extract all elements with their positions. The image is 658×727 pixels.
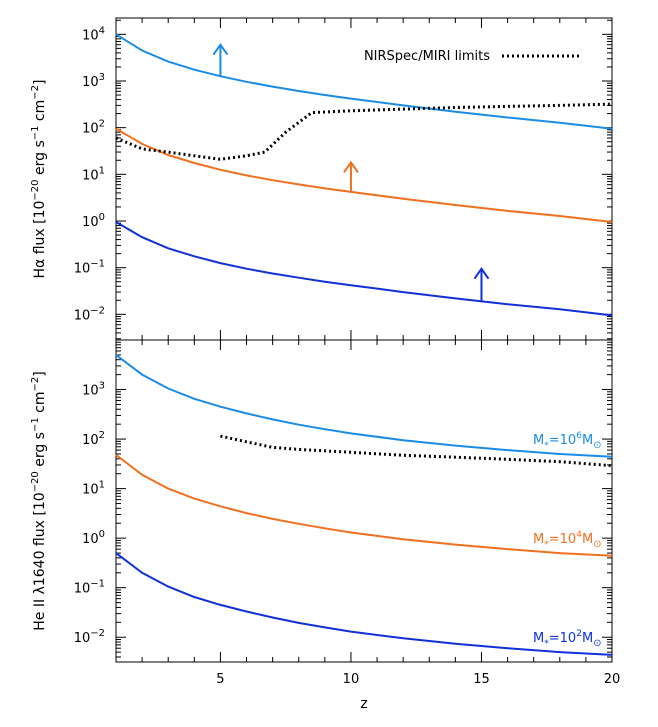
top-series-group: [115, 33, 613, 317]
bottom-ytick-label: 10−1: [74, 579, 105, 597]
xtick-label: 15: [473, 672, 490, 687]
bottom-series-line-3: [220, 434, 613, 468]
top-series-line-2: [115, 221, 613, 317]
top-series-line-3: [115, 102, 613, 161]
bottom-series-group: [115, 354, 613, 656]
xtick-label: 20: [604, 672, 621, 687]
panel-top-halpha: 104 103 102 101 100 10−1 10−2 NIRSpec/MIRI lim…: [30, 17, 613, 341]
bottom-ytick-label: 102: [82, 430, 105, 448]
top-upper-limit-arrows: [212, 42, 490, 302]
mass-label: M*=102M⊙: [533, 629, 602, 649]
top-ytick-label: 100: [82, 212, 105, 230]
bottom-plot-frame: [115, 339, 613, 663]
top-ytick-label: 102: [82, 119, 105, 137]
mass-label: M*=106M⊙: [533, 431, 602, 451]
bottom-ytick-label: 103: [82, 381, 105, 399]
bottom-ytick-label: 100: [82, 529, 105, 547]
xtick-label: 10: [343, 672, 360, 687]
bottom-series-line-1: [115, 454, 613, 557]
bottom-series-line-0: [115, 354, 613, 458]
bottom-axis-ticks: 103 102 101 100 10−1 10−2 5 10 15 20: [74, 340, 621, 687]
x-axis-title: z: [360, 696, 367, 712]
bottom-ytick-label: 10−2: [74, 628, 105, 646]
legend: NIRSpec/MIRI limits: [364, 49, 582, 64]
upper-limit-arrow-head: [343, 160, 359, 173]
bottom-ytick-label: 101: [82, 480, 105, 498]
top-series-line-1: [115, 127, 613, 223]
mass-label: M*=104M⊙: [533, 530, 602, 550]
top-ytick-label: 104: [82, 25, 105, 43]
top-ytick-label: 10−1: [74, 259, 105, 277]
upper-limit-arrow-head: [473, 266, 490, 280]
upper-limit-arrow-head: [212, 42, 229, 56]
top-ytick-label: 103: [82, 72, 105, 90]
mass-labels: M*=106M⊙ M*=104M⊙ M*=102M⊙: [533, 431, 602, 649]
top-axis-ticks: 104 103 102 101 100 10−1 10−2: [74, 18, 613, 340]
legend-label: NIRSpec/MIRI limits: [364, 49, 490, 64]
bottom-series-line-2: [115, 552, 613, 656]
top-ytick-label: 10−2: [74, 305, 105, 323]
top-series-line-0: [115, 33, 613, 130]
top-ytick-label: 101: [82, 165, 105, 183]
top-y-axis-title: Hα flux [10−20 erg s−1 cm−2]: [30, 79, 48, 278]
bottom-y-axis-title: He II λ1640 flux [10−20 erg s−1 cm−2]: [30, 371, 48, 630]
xtick-label: 5: [216, 672, 224, 687]
top-plot-frame: [115, 17, 613, 341]
